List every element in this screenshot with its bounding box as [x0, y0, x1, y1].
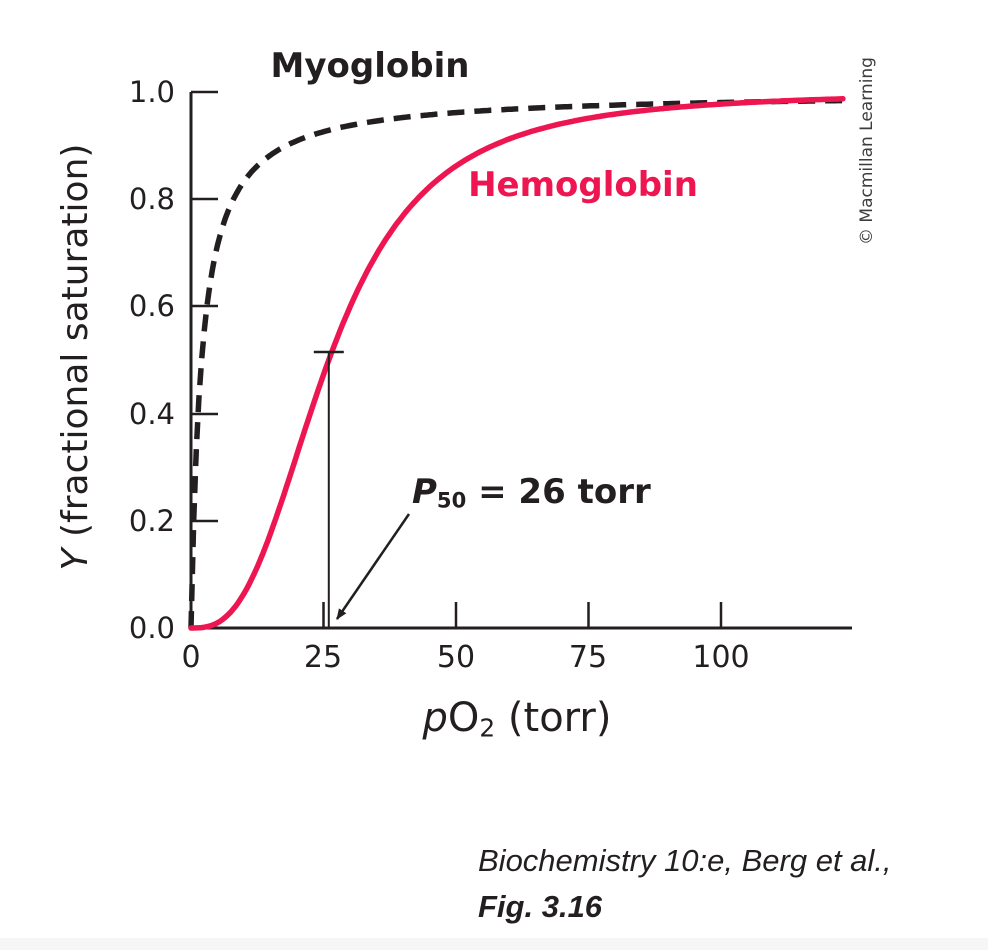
y-tick-label: 0.2: [128, 504, 175, 538]
myoglobin-curve: [188, 97, 844, 629]
x-tick-label: 25: [303, 640, 343, 675]
p50-annotation: P50 = 26 torr: [412, 472, 651, 521]
y-tick-label: 0.0: [128, 611, 175, 645]
y-axis-ticks: [191, 90, 218, 523]
macmillan-credit: © Macmillan Learning: [857, 57, 877, 245]
citation-figure-number: Fig. 3.16: [478, 889, 603, 924]
y-tick-label: 0.6: [128, 289, 175, 323]
myoglobin-curve-label: Myoglobin: [270, 46, 470, 86]
y-tick-label: 0.4: [128, 397, 175, 431]
p50-value-text: = 26 torr: [466, 472, 651, 512]
y-tick-label: 0.8: [128, 182, 175, 216]
p50-subscript: 50: [436, 487, 467, 513]
p50-symbol: P: [412, 472, 437, 512]
citation: Biochemistry 10:e, Berg et al., Fig. 3.1…: [478, 838, 892, 930]
x-tick-label: 100: [692, 640, 750, 675]
x-axis-ticks: [322, 602, 723, 628]
x-tick-label: 75: [568, 640, 608, 675]
x-tick-label: 0: [181, 640, 201, 675]
x-tick-label: 50: [436, 640, 476, 675]
p50-arrow: [335, 513, 411, 620]
x-axis-label: pO2 (torr): [422, 695, 612, 743]
hemoglobin-curve: [188, 96, 846, 631]
y-tick-label: 1.0: [128, 75, 175, 109]
bottom-strip: [0, 938, 988, 950]
y-axis-label: Y (fractional saturation): [55, 143, 96, 571]
citation-source: Biochemistry 10:e, Berg et al.,: [478, 843, 892, 878]
hemoglobin-curve-label: Hemoglobin: [468, 165, 698, 205]
